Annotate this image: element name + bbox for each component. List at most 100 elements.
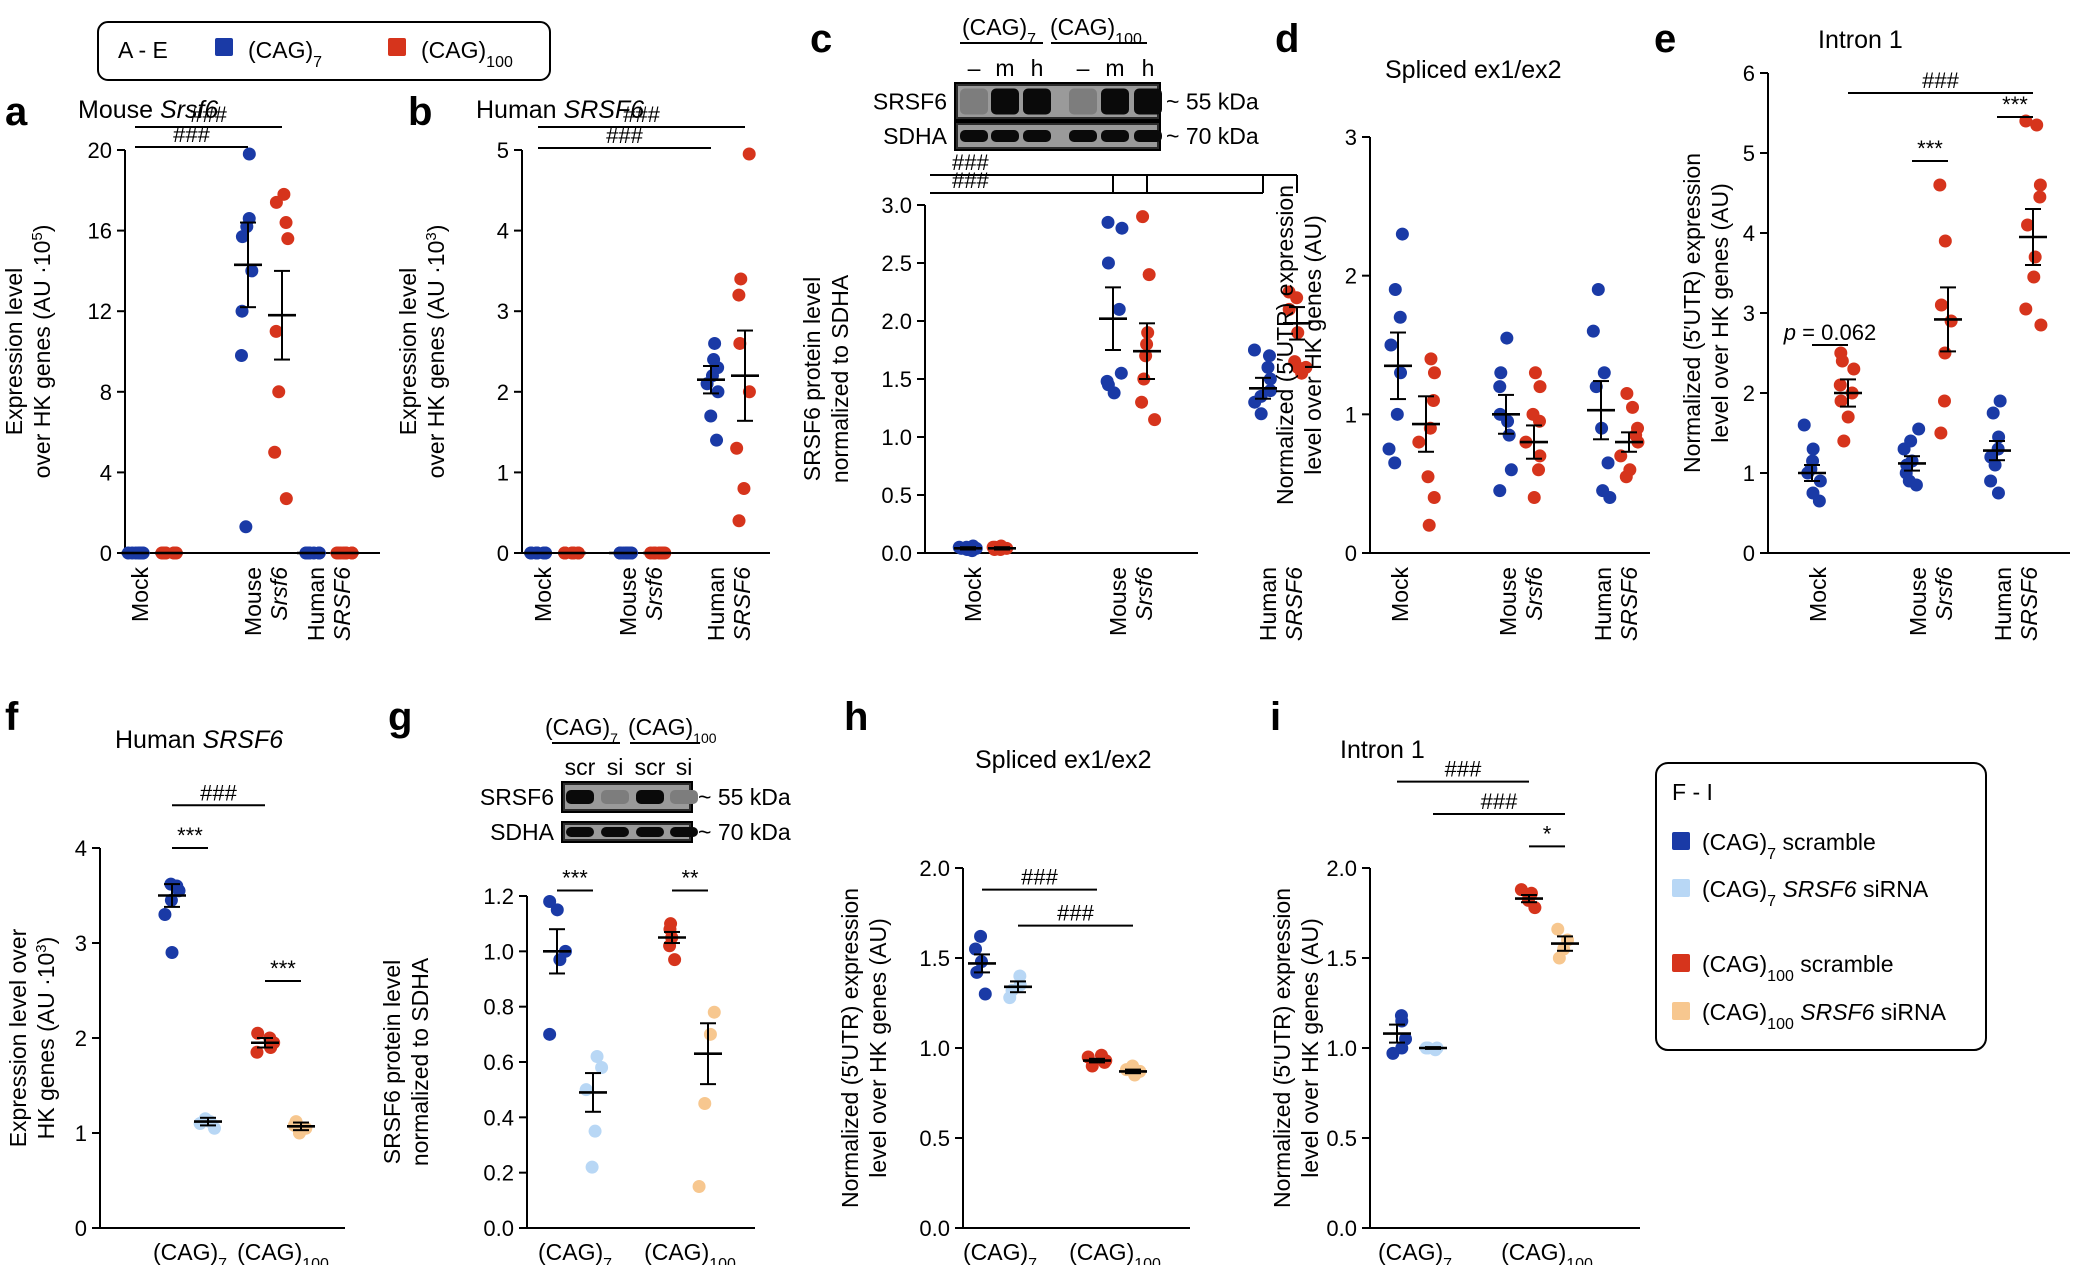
blot-group-header: (CAG)7 xyxy=(962,14,1036,48)
data-point-d xyxy=(1412,435,1426,449)
blot-band xyxy=(601,790,629,804)
panel-title-i: Intron 1 xyxy=(1340,736,1425,764)
data-point-d xyxy=(1427,366,1441,380)
x-category-label-b: SRSF6 xyxy=(729,567,755,641)
data-point-a xyxy=(277,187,291,201)
data-point-c xyxy=(1261,360,1275,374)
x-category-label-g: (CAG)100 xyxy=(644,1239,736,1265)
x-category-label-a: Srsf6 xyxy=(266,567,292,621)
panel-title-f: Human SRSF6 xyxy=(115,726,283,754)
sig-label-e: ### xyxy=(1922,68,1959,93)
data-point-d xyxy=(1591,283,1605,297)
sig-label-e: *** xyxy=(1917,136,1943,161)
data-point-e xyxy=(1847,362,1861,376)
y-axis-label-e: level over HK genes (AU) xyxy=(1707,183,1733,443)
y-axis-label-c: SRSF6 protein level xyxy=(799,277,825,482)
data-point-a xyxy=(242,147,256,161)
x-category-label-a: Human xyxy=(303,567,329,641)
data-point-g xyxy=(550,903,564,917)
y-axis-label-f: HK genes (AU ·103) xyxy=(33,937,60,1140)
data-point-g xyxy=(692,1180,706,1193)
data-point-b xyxy=(734,272,748,286)
legend-swatch xyxy=(1672,954,1690,972)
data-point-e xyxy=(2033,190,2047,204)
data-point-g xyxy=(543,895,557,909)
x-category-label-c: Mouse xyxy=(1105,567,1131,636)
data-point-b xyxy=(742,147,756,161)
blot-band xyxy=(960,130,988,142)
data-point-e xyxy=(1934,298,1948,312)
data-point-g xyxy=(664,917,678,931)
data-point-d xyxy=(1382,442,1396,456)
panel-i: i Intron 1 0.0 0.5 1.0 1.5 2.0 Normalized (5′UT… xyxy=(1269,695,1640,1265)
y-axis-label-g: SRSF6 protein level xyxy=(379,960,405,1165)
panel-letter-h: h xyxy=(844,695,868,739)
blot-lane-label: h xyxy=(1142,55,1155,81)
blot-band xyxy=(566,827,594,837)
x-category-label-d: Human xyxy=(1590,567,1616,641)
y-tick-label-h: 1.0 xyxy=(919,1036,950,1061)
data-point-b xyxy=(732,288,746,302)
y-tick-label-e: 0 xyxy=(1743,541,1755,566)
x-category-label-a: Mouse xyxy=(240,567,266,636)
data-point-d xyxy=(1532,463,1546,477)
blot-lane-label: h xyxy=(1031,55,1044,81)
blot-band xyxy=(1023,88,1051,115)
y-tick-label-c: 2.5 xyxy=(881,251,912,276)
data-point-b xyxy=(708,336,722,350)
data-point-e xyxy=(2034,318,2048,332)
y-tick-label-g: 0.0 xyxy=(483,1216,514,1241)
panel-d: d Spliced ex1/ex2 0 1 2 3 Normalized (5′UTR) e… xyxy=(1272,17,1650,641)
x-category-label-d: Srsf6 xyxy=(1521,567,1547,621)
panel-title-d: Spliced ex1/ex2 xyxy=(1385,56,1562,84)
data-point-d xyxy=(1596,484,1610,498)
blot-lane-label: – xyxy=(968,55,981,81)
y-tick-label-a: 4 xyxy=(100,460,112,485)
sig-label-e: *** xyxy=(2002,92,2028,117)
data-point-c xyxy=(1114,366,1128,380)
legend-swatch xyxy=(388,38,406,56)
blot-lane-label: – xyxy=(1077,55,1090,81)
data-point-e xyxy=(1912,422,1926,436)
data-point-c xyxy=(1142,268,1156,282)
data-point-e xyxy=(1937,394,1951,408)
legend-label: (CAG)7 SRSF6 siRNA xyxy=(1702,876,1929,910)
panel-title-e: Intron 1 xyxy=(1818,26,1903,54)
x-category-label-b: Mock xyxy=(530,567,556,622)
data-point-d xyxy=(1626,400,1640,414)
data-point-b xyxy=(710,433,724,447)
data-point-e xyxy=(1986,406,2000,420)
x-category-label-e: Human xyxy=(1990,567,2016,641)
panel-letter-i: i xyxy=(1270,695,1281,739)
data-point-i xyxy=(1394,1009,1408,1023)
x-category-label-e: SRSF6 xyxy=(2016,567,2042,641)
data-point-d xyxy=(1502,428,1516,442)
x-category-label-e: Srsf6 xyxy=(1931,567,1957,621)
data-point-g xyxy=(590,1049,604,1063)
legend-label: (CAG)100 xyxy=(421,37,513,71)
blot-band xyxy=(1023,130,1051,142)
panel-letter-c: c xyxy=(810,17,832,61)
x-category-label-h: (CAG)7 xyxy=(963,1239,1037,1265)
data-point-g xyxy=(668,953,682,967)
y-axis-label-d: level over HK genes (AU) xyxy=(1300,215,1326,475)
data-point-c xyxy=(1247,343,1261,357)
data-point-d xyxy=(1597,366,1611,380)
y-tick-label-c: 0.5 xyxy=(881,483,912,508)
y-tick-label-f: 2 xyxy=(75,1026,87,1051)
data-point-g xyxy=(595,1061,609,1075)
y-axis-label-c: normalized to SDHA xyxy=(827,274,853,483)
x-category-label-a: Mock xyxy=(127,567,153,622)
data-point-e xyxy=(1944,314,1958,328)
data-point-e xyxy=(1904,434,1918,448)
blot-kda-label: ~ 70 kDa xyxy=(1166,123,1259,149)
data-point-c xyxy=(1148,413,1162,427)
x-category-label-i: (CAG)7 xyxy=(1378,1239,1452,1265)
y-tick-label-a: 12 xyxy=(88,299,112,324)
panel-e: e Intron 1 0 1 2 3 4 5 6 Normalized (5′UTR) expre… xyxy=(1654,17,2070,641)
data-point-a xyxy=(239,520,253,534)
y-tick-label-c: 1.5 xyxy=(881,367,912,392)
y-tick-label-e: 1 xyxy=(1743,461,1755,486)
legend-swatch xyxy=(215,38,233,56)
